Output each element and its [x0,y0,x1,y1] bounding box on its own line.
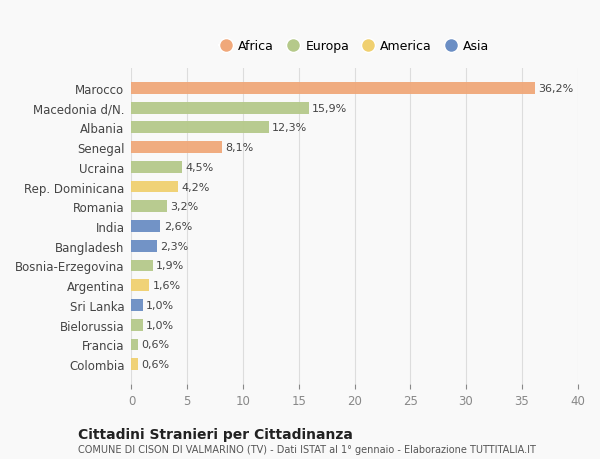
Text: 1,0%: 1,0% [146,300,174,310]
Bar [131,319,143,331]
Text: 12,3%: 12,3% [272,123,307,133]
Text: 4,5%: 4,5% [185,162,213,173]
Bar [131,358,138,370]
Bar [131,299,143,311]
Text: 36,2%: 36,2% [539,84,574,94]
Text: 2,3%: 2,3% [160,241,188,251]
Text: 4,2%: 4,2% [182,182,210,192]
Text: 1,6%: 1,6% [152,280,181,291]
Text: 1,0%: 1,0% [146,320,174,330]
Text: 15,9%: 15,9% [312,103,347,113]
Text: 1,9%: 1,9% [156,261,184,271]
Text: 2,6%: 2,6% [164,222,192,231]
Text: 0,6%: 0,6% [142,340,170,350]
Text: 8,1%: 8,1% [225,143,253,153]
Bar [131,260,152,272]
Bar [131,142,222,154]
Text: Cittadini Stranieri per Cittadinanza: Cittadini Stranieri per Cittadinanza [78,427,353,441]
Text: 0,6%: 0,6% [142,359,170,369]
Legend: Africa, Europa, America, Asia: Africa, Europa, America, Asia [213,34,496,59]
Bar [131,181,178,193]
Bar [131,122,269,134]
Bar [131,162,182,174]
Text: COMUNE DI CISON DI VALMARINO (TV) - Dati ISTAT al 1° gennaio - Elaborazione TUTT: COMUNE DI CISON DI VALMARINO (TV) - Dati… [78,444,536,454]
Bar [131,221,160,232]
Bar [131,241,157,252]
Bar [131,280,149,291]
Bar [131,102,309,114]
Bar [131,83,535,95]
Bar [131,339,138,351]
Text: 3,2%: 3,2% [170,202,199,212]
Bar [131,201,167,213]
